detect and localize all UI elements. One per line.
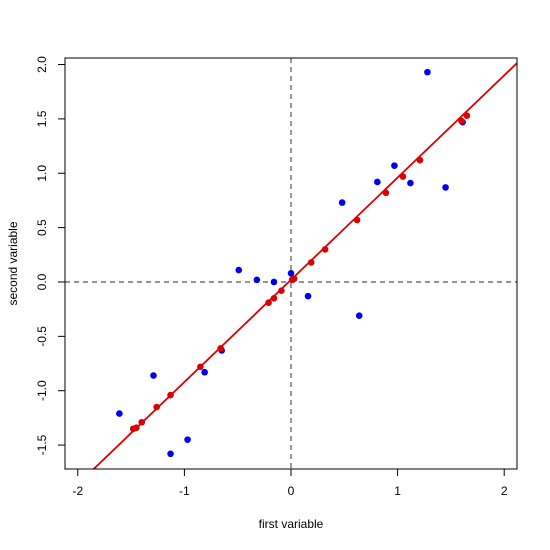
data-point [338, 199, 346, 206]
y-axis-label: second variable [6, 221, 20, 305]
data-point [442, 184, 449, 191]
data-point [407, 179, 414, 187]
data-point [150, 372, 157, 379]
x-tick-label: 0 [288, 484, 295, 498]
data-point [167, 450, 174, 458]
x-tick-label: 2 [501, 484, 508, 498]
data-point [287, 269, 295, 277]
y-tick-label: 0.0 [35, 273, 49, 290]
data-point [167, 391, 174, 399]
x-axis-label: first variable [259, 517, 324, 531]
data-point [424, 68, 431, 76]
data-point [321, 246, 329, 253]
data-point [153, 403, 160, 411]
data-point [129, 425, 137, 433]
reference-lines-layer [65, 58, 517, 469]
y-axis: -1.5 -1.0 -0.5 0.0 0.5 1.0 1.5 2.0 [35, 56, 66, 455]
y-tick-label: 1.0 [35, 165, 49, 182]
data-point [265, 299, 272, 306]
data-point [278, 287, 285, 294]
plot-frame [64, 57, 518, 470]
data-point [184, 436, 191, 443]
x-axis: -2 -1 0 1 2 [72, 468, 508, 498]
data-point [116, 410, 123, 417]
data-point [288, 276, 296, 284]
data-point [307, 259, 315, 266]
data-point [391, 162, 398, 169]
series-1 [116, 68, 466, 458]
data-point [235, 266, 243, 274]
x-tick-label: -1 [179, 484, 190, 498]
y-tick-label: 1.5 [35, 110, 49, 127]
y-tick-label: -1.0 [35, 380, 49, 401]
y-tick-label: -0.5 [35, 326, 49, 347]
data-point [201, 368, 208, 376]
data-point [270, 278, 278, 286]
y-tick-label: 0.5 [35, 219, 49, 236]
data-point [138, 418, 146, 426]
data-point [253, 276, 261, 284]
data-point [458, 117, 465, 125]
data-point [217, 345, 224, 352]
data-point [270, 294, 278, 302]
data-point [355, 312, 363, 319]
y-tick-label: 2.0 [35, 56, 49, 73]
x-tick-label: -2 [72, 484, 83, 498]
data-point [416, 156, 424, 164]
points-layer [116, 68, 471, 458]
data-point [197, 363, 204, 371]
data-point [463, 112, 471, 119]
data-point [353, 216, 361, 224]
data-point [382, 189, 390, 197]
x-tick-label: 1 [394, 484, 401, 498]
y-tick-label: -1.5 [35, 434, 49, 455]
data-point [304, 292, 312, 300]
series-2 [129, 112, 471, 433]
data-point [399, 173, 407, 180]
data-point [374, 178, 381, 186]
